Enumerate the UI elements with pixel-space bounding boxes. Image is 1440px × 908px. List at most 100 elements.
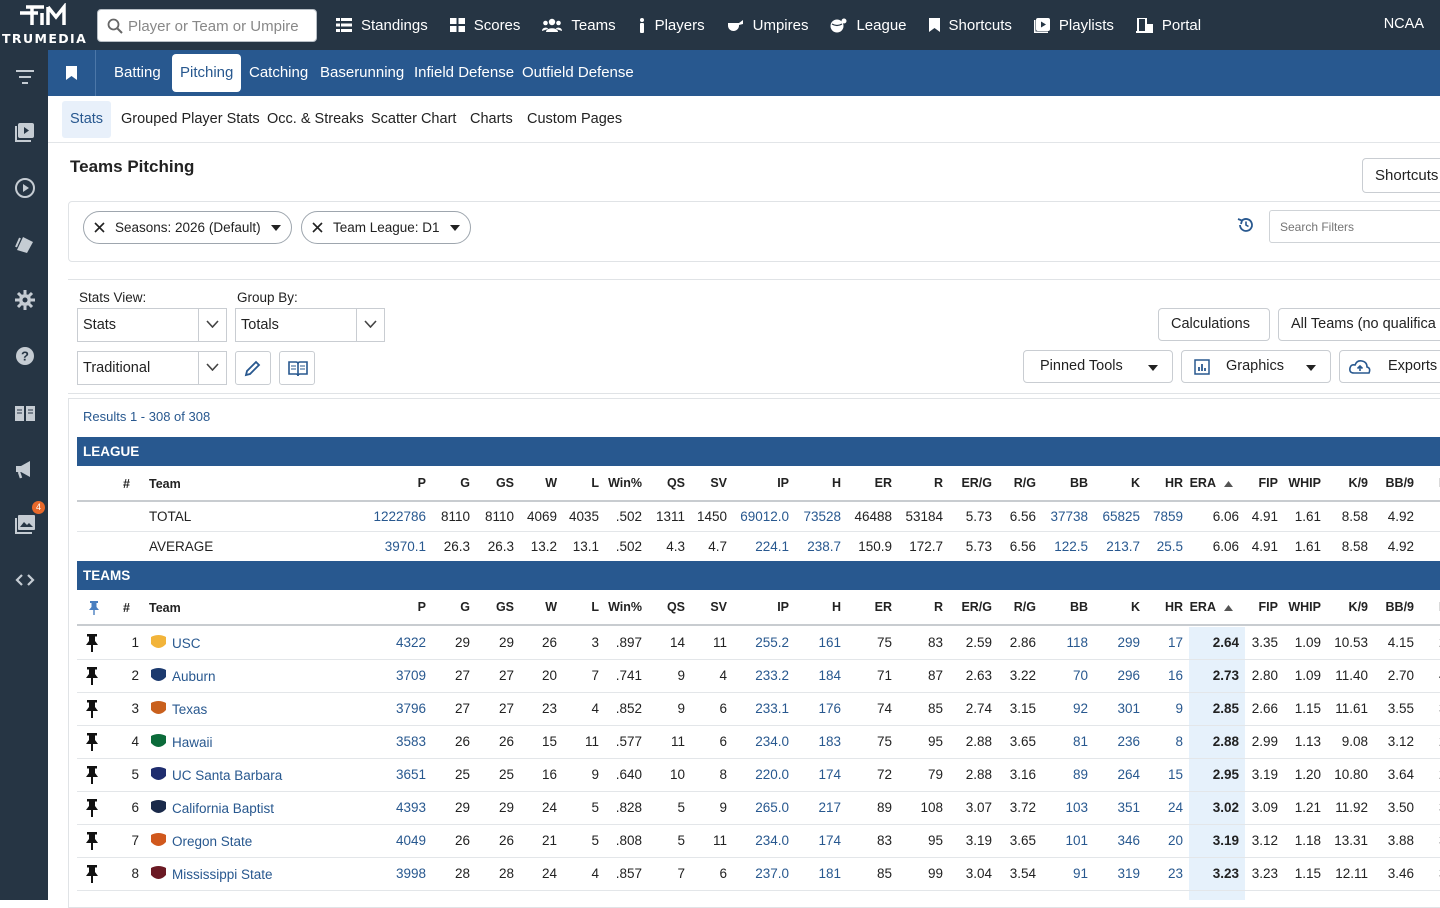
col-win-pct-header[interactable]: Win% — [608, 476, 642, 490]
cell-p[interactable]: 4393 — [395, 800, 426, 815]
cell-p[interactable]: 4049 — [395, 833, 426, 848]
close-icon[interactable] — [312, 222, 323, 233]
team-name-link[interactable]: UC Santa Barbara — [172, 767, 283, 783]
nav-umpires[interactable]: Umpires — [727, 17, 808, 34]
cell-hr[interactable]: 23 — [1167, 866, 1183, 881]
pinned-tools-button[interactable]: Pinned Tools — [1023, 350, 1173, 383]
table-row[interactable]: 3 Texas 3796 27 27 23 4 .852 9 6 233.1 176 74 85 2.74 3… — [77, 693, 1440, 726]
col-bb-header[interactable]: BB — [1069, 600, 1088, 614]
col-r-header[interactable]: R — [933, 476, 943, 490]
col-era-header[interactable]: ERA — [1189, 600, 1216, 614]
cell-p[interactable]: 3796 — [395, 701, 426, 716]
col-l-header[interactable]: L — [591, 600, 599, 614]
cell-p[interactable]: 3998 — [395, 866, 426, 881]
cell-ip[interactable]: 265.0 — [755, 800, 789, 815]
pin-icon[interactable] — [85, 832, 99, 850]
pin-icon[interactable] — [85, 700, 99, 718]
search-filters-input[interactable] — [1270, 211, 1440, 242]
col-fip-header[interactable]: FIP — [1258, 476, 1278, 490]
cell-ip[interactable]: 255.2 — [755, 635, 789, 650]
filter-chip-team-league[interactable]: Team League: D1 — [301, 211, 471, 244]
tab-scatter-chart[interactable]: Scatter Chart — [371, 111, 457, 127]
cell-h[interactable]: 217 — [818, 800, 841, 815]
cell-h[interactable]: 184 — [818, 668, 841, 683]
tab-batting[interactable]: Batting — [114, 64, 161, 81]
global-search[interactable] — [97, 9, 317, 42]
pin-icon[interactable] — [85, 733, 99, 751]
cell-h[interactable]: 174 — [818, 767, 841, 782]
col-bb-header[interactable]: BB — [1069, 476, 1088, 490]
cell-team[interactable]: UC Santa Barbara — [149, 766, 282, 784]
col-win-pct-header[interactable]: Win% — [608, 600, 642, 614]
qualifier-button[interactable]: All Teams (no qualifica — [1278, 308, 1440, 341]
cell-k[interactable]: 301 — [1117, 701, 1140, 716]
table-row[interactable]: 2 Auburn 3709 27 27 20 7 .741 9 4 233.2 184 71 87 2.63… — [77, 660, 1440, 693]
cell-hr[interactable]: 7859 — [1152, 509, 1183, 524]
cell-ip[interactable]: 233.1 — [755, 701, 789, 716]
cell-k[interactable]: 346 — [1117, 833, 1140, 848]
tab-baserunning[interactable]: Baserunning — [320, 64, 405, 81]
cell-bb[interactable]: 91 — [1072, 866, 1088, 881]
tab-custom-pages[interactable]: Custom Pages — [527, 111, 623, 127]
tab-charts[interactable]: Charts — [470, 111, 513, 127]
col-r-per-g-header[interactable]: R/G — [1013, 600, 1036, 614]
col-hr-header[interactable]: HR — [1164, 476, 1183, 490]
cell-bb[interactable]: 92 — [1072, 701, 1088, 716]
tab-grouped-player-stats[interactable]: Grouped Player Stats — [121, 111, 260, 127]
col-fip-header[interactable]: FIP — [1258, 600, 1278, 614]
cell-h[interactable]: 176 — [818, 701, 841, 716]
col-w-header[interactable]: W — [545, 600, 557, 614]
nav-league[interactable]: League — [830, 17, 907, 34]
cell-bb[interactable]: 118 — [1066, 635, 1088, 650]
filter-icon[interactable] — [14, 66, 36, 88]
col-ip-header[interactable]: IP — [777, 600, 789, 614]
graphics-button[interactable]: Graphics — [1181, 350, 1331, 383]
cell-team[interactable]: Texas — [149, 700, 207, 718]
table-row[interactable]: 8 Mississippi State 3998 28 28 24 4 .857 7 6 237.0… — [77, 858, 1440, 891]
megaphone-icon[interactable] — [14, 458, 36, 480]
cell-team[interactable]: Oregon State — [149, 832, 252, 850]
cell-h[interactable]: 238.7 — [807, 539, 841, 554]
filter-chip-seasons[interactable]: Seasons: 2026 (Default) — [83, 211, 292, 244]
sort-asc-icon[interactable] — [1224, 605, 1233, 611]
pin-icon[interactable] — [85, 634, 99, 652]
team-name-link[interactable]: Texas — [172, 701, 208, 717]
cell-ip[interactable]: 233.2 — [755, 668, 789, 683]
select-toggle[interactable] — [356, 309, 384, 341]
select-toggle[interactable] — [198, 352, 226, 384]
select-toggle[interactable] — [198, 309, 226, 341]
cell-bb[interactable]: 70 — [1072, 668, 1088, 683]
nav-shortcuts[interactable]: Shortcuts — [928, 17, 1012, 34]
pin-icon[interactable] — [85, 766, 99, 784]
gear-icon[interactable] — [14, 289, 36, 311]
glossary-button[interactable] — [279, 351, 315, 385]
code-icon[interactable] — [14, 569, 36, 591]
col-gs-header[interactable]: GS — [495, 600, 514, 614]
cell-bb[interactable]: 101 — [1065, 833, 1088, 848]
nav-playlists[interactable]: Playlists — [1033, 17, 1114, 34]
col-sv-header[interactable]: SV — [710, 600, 727, 614]
cell-k[interactable]: 65825 — [1102, 509, 1140, 524]
book-icon[interactable] — [14, 402, 36, 424]
team-name-link[interactable]: California Baptist — [172, 800, 275, 816]
col-k-per-9-header[interactable]: K/9 — [1348, 476, 1368, 490]
team-name-link[interactable]: Oregon State — [172, 833, 253, 849]
cell-p[interactable]: 4322 — [395, 635, 426, 650]
tab-pitching[interactable]: Pitching — [172, 54, 242, 92]
close-icon[interactable] — [94, 222, 105, 233]
cell-k[interactable]: 351 — [1117, 800, 1140, 815]
col-h-header[interactable]: H — [831, 476, 841, 490]
cell-k[interactable]: 299 — [1117, 635, 1140, 650]
tab-outfield-defense[interactable]: Outfield Defense — [522, 64, 634, 81]
table-row[interactable]: 4 Hawaii 3583 26 26 15 11 .577 11 6 234.0 183 75 95 2.… — [77, 726, 1440, 759]
pin-icon[interactable] — [85, 667, 99, 685]
cell-hr[interactable]: 20 — [1167, 833, 1183, 848]
sort-asc-icon[interactable] — [1224, 481, 1233, 487]
cell-h[interactable]: 174 — [818, 833, 841, 848]
col-bb-per-9-header[interactable]: BB/9 — [1385, 600, 1414, 614]
col-whip-header[interactable]: WHIP — [1288, 476, 1321, 490]
cell-bb[interactable]: 81 — [1072, 734, 1088, 749]
cell-bb[interactable]: 89 — [1072, 767, 1088, 782]
cell-ip[interactable]: 69012.0 — [740, 509, 789, 524]
col-qs-header[interactable]: QS — [666, 600, 685, 614]
